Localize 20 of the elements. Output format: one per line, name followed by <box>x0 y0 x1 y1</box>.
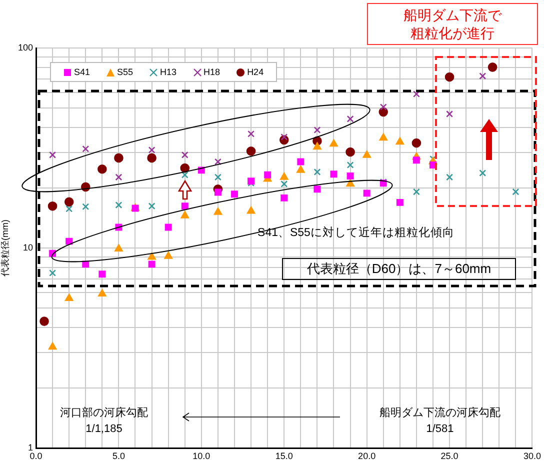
text: 船明ダム下流で粗粒化が進行 <box>367 3 538 45</box>
x-tick-label: 0.0 <box>30 450 42 461</box>
legend-label: S41 <box>74 67 90 77</box>
x-tick-label: 10.0 <box>192 450 210 461</box>
y-axis-title: 代表粒径(mm) <box>0 220 10 278</box>
annotation: 代表粒径（D60）は、7～60mm <box>282 258 516 280</box>
x-tick-label: 15.0 <box>275 450 293 461</box>
legend-label: H13 <box>160 67 177 77</box>
legend-label: H24 <box>247 67 264 77</box>
y-tick-label: 100 <box>18 42 33 52</box>
x-tick-label: 20.0 <box>358 450 376 461</box>
x-tick-label: 30.0 <box>523 450 542 461</box>
legend-label: H18 <box>204 67 220 77</box>
y-tick-label: 10 <box>22 242 33 252</box>
annotation: 河口部の河床勾配 1/1,185 <box>59 406 149 437</box>
x-tick-label: 25.0 <box>440 450 458 461</box>
annotation: 船明ダム下流の河床勾配 1/581 <box>378 406 502 437</box>
legend-label: S55 <box>117 67 134 77</box>
y-tick-label: 1 <box>28 442 33 452</box>
x-tick-label: 5.0 <box>112 450 125 461</box>
